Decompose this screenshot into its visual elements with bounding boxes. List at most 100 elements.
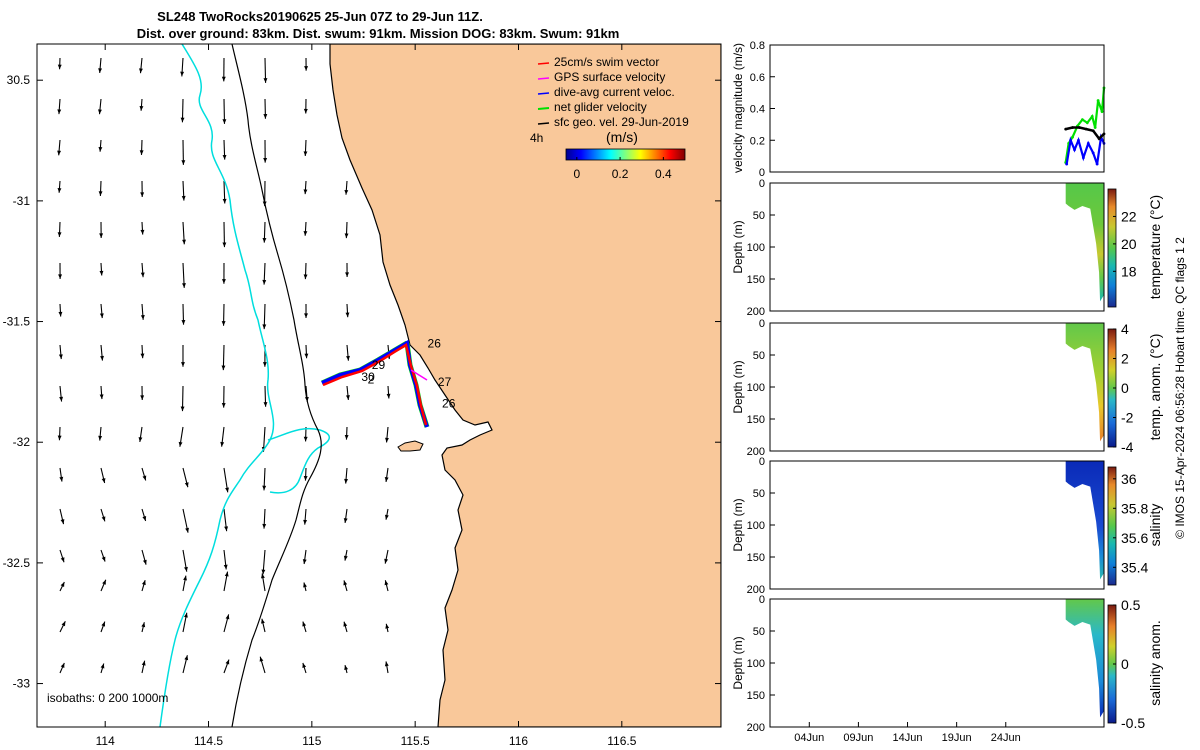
vector-arrowhead <box>101 621 106 627</box>
vector-arrowhead <box>184 482 189 488</box>
salinity-anomaly-colorbar-tick-label: -0.5 <box>1121 715 1145 731</box>
salinity-ytick-label: 100 <box>747 520 765 532</box>
velocity-series <box>1064 86 1106 166</box>
time-xtick-label: 24Jun <box>991 732 1021 744</box>
map-xtick-label: 115 <box>302 734 321 748</box>
vector-arrowhead <box>185 527 189 533</box>
vector-arrowhead <box>344 434 349 440</box>
vector-arrowhead <box>346 355 350 361</box>
time-xtick-label: 19Jun <box>942 732 972 744</box>
vector-arrowhead <box>304 66 309 71</box>
temp-anomaly-panel: 0 50 100 150 200 Depth (m) -4 -2 0 2 4 temp. anom. … <box>731 318 1163 458</box>
track-day-label: 2 <box>368 372 375 386</box>
vector-arrowhead <box>223 564 228 570</box>
vector-arrowhead <box>261 618 265 624</box>
salinity-colorbar <box>1107 466 1117 586</box>
salinity-ylabel: Depth (m) <box>731 498 745 551</box>
velocity-point <box>1091 151 1095 155</box>
map-xtick-label: 114 <box>96 734 115 748</box>
vector-arrowhead <box>138 437 143 442</box>
vector-arrowhead <box>60 582 65 588</box>
vector-arrowhead <box>100 663 105 669</box>
land-mass <box>329 44 721 727</box>
vector-arrowhead <box>343 580 348 586</box>
salinity-anomaly-data-section <box>1065 599 1104 718</box>
vector-arrowhead <box>142 475 147 481</box>
vector-arrowhead <box>101 556 106 562</box>
map-xtick-label: 116.5 <box>607 734 636 748</box>
vector-arrowhead <box>385 437 389 443</box>
temp-anomaly-ytick-label: 50 <box>753 350 765 362</box>
velocity-point <box>1078 126 1081 129</box>
time-xtick-label: 14Jun <box>893 732 923 744</box>
vector-arrowhead <box>140 315 145 320</box>
copyright-qc-label: © IMOS 15-Apr-2024 06:56:28 Hobart time.… <box>1173 237 1187 539</box>
salinity-anomaly-ytick-label: 200 <box>747 722 765 734</box>
vector-arrowhead <box>262 362 267 367</box>
vector-arrowhead <box>224 571 229 577</box>
temp-anomaly-data-section <box>1065 323 1104 442</box>
vector-arrowhead <box>303 231 308 236</box>
vector-arrowhead <box>57 435 62 441</box>
isobath-200m <box>159 44 330 727</box>
vector-arrowhead <box>385 623 390 629</box>
velocity-point <box>1090 115 1094 118</box>
vector-arrowhead <box>57 188 62 193</box>
vector-arrowhead <box>384 661 389 667</box>
track-day-label: 27 <box>438 375 452 389</box>
salinity-anomaly-plot-bg <box>770 599 1104 727</box>
vector-arrowhead <box>140 272 145 278</box>
vector-arrowhead <box>142 559 147 565</box>
vector-arrowhead <box>59 396 64 402</box>
velocity-panel: 0 0.2 0.4 0.6 0.8 velocity magnitude (m/s) <box>731 40 1106 179</box>
vector-arrowhead <box>263 402 268 407</box>
salinity-data-section <box>1065 461 1104 580</box>
legend-sfc-geo-velocity: sfc geo. vel. 29-Jun-2019 <box>554 115 689 129</box>
vector-arrowhead <box>181 320 186 325</box>
vector-arrowhead <box>181 160 186 165</box>
vector-arrowhead <box>101 516 106 522</box>
velocity-ytick-label: 0 <box>759 167 765 179</box>
salinity-anomaly-ylabel: Depth (m) <box>731 636 745 689</box>
salinity-anomaly-ytick-label: 100 <box>747 658 765 670</box>
vector-arrowhead <box>343 518 348 523</box>
temp-anomaly-colorbar-tick-label: 4 <box>1121 321 1129 337</box>
velocity-point <box>1081 156 1085 160</box>
vector-arrowhead <box>302 559 307 565</box>
salinity-ytick-label: 150 <box>747 552 765 564</box>
temperature-ytick-label: 200 <box>747 306 765 318</box>
vector-arrowhead <box>222 119 227 124</box>
vector-arrowhead <box>263 78 268 83</box>
velocity-point <box>1096 99 1100 102</box>
vector-arrowhead <box>99 394 104 400</box>
vector-arrowhead <box>303 582 307 588</box>
temp-anomaly-ytick-label: 0 <box>759 318 765 330</box>
track-day-label: 26 <box>428 336 442 350</box>
velocity-point <box>1071 126 1074 129</box>
vector-arrowhead <box>222 198 227 204</box>
vector-arrowhead <box>220 441 225 447</box>
map-xtick-label: 115.5 <box>401 734 430 748</box>
vector-arrowhead <box>221 321 226 326</box>
vector-arrowhead <box>140 395 145 400</box>
vector-arrowhead <box>303 108 308 114</box>
temperature-colorbar <box>1107 188 1117 308</box>
vector-arrowhead <box>262 485 267 491</box>
vector-arrowhead <box>141 660 146 666</box>
temperature-ytick-label: 50 <box>753 210 765 222</box>
vector-arrowhead <box>142 515 147 521</box>
vector-arrowhead <box>225 487 229 493</box>
vector-arrowhead <box>263 114 268 119</box>
vector-arrowhead <box>102 579 106 585</box>
vector-arrowhead <box>98 68 103 73</box>
vector-arrowhead <box>58 354 63 360</box>
vector-arrowhead <box>181 195 186 201</box>
temperature-colorbar-label: temperature (°C) <box>1147 195 1163 299</box>
salinity-ytick-label: 50 <box>753 488 765 500</box>
vector-arrowhead <box>303 519 308 525</box>
vector-arrowhead <box>263 157 268 163</box>
vector-arrowhead <box>303 274 308 280</box>
velocity-point <box>1084 127 1088 131</box>
